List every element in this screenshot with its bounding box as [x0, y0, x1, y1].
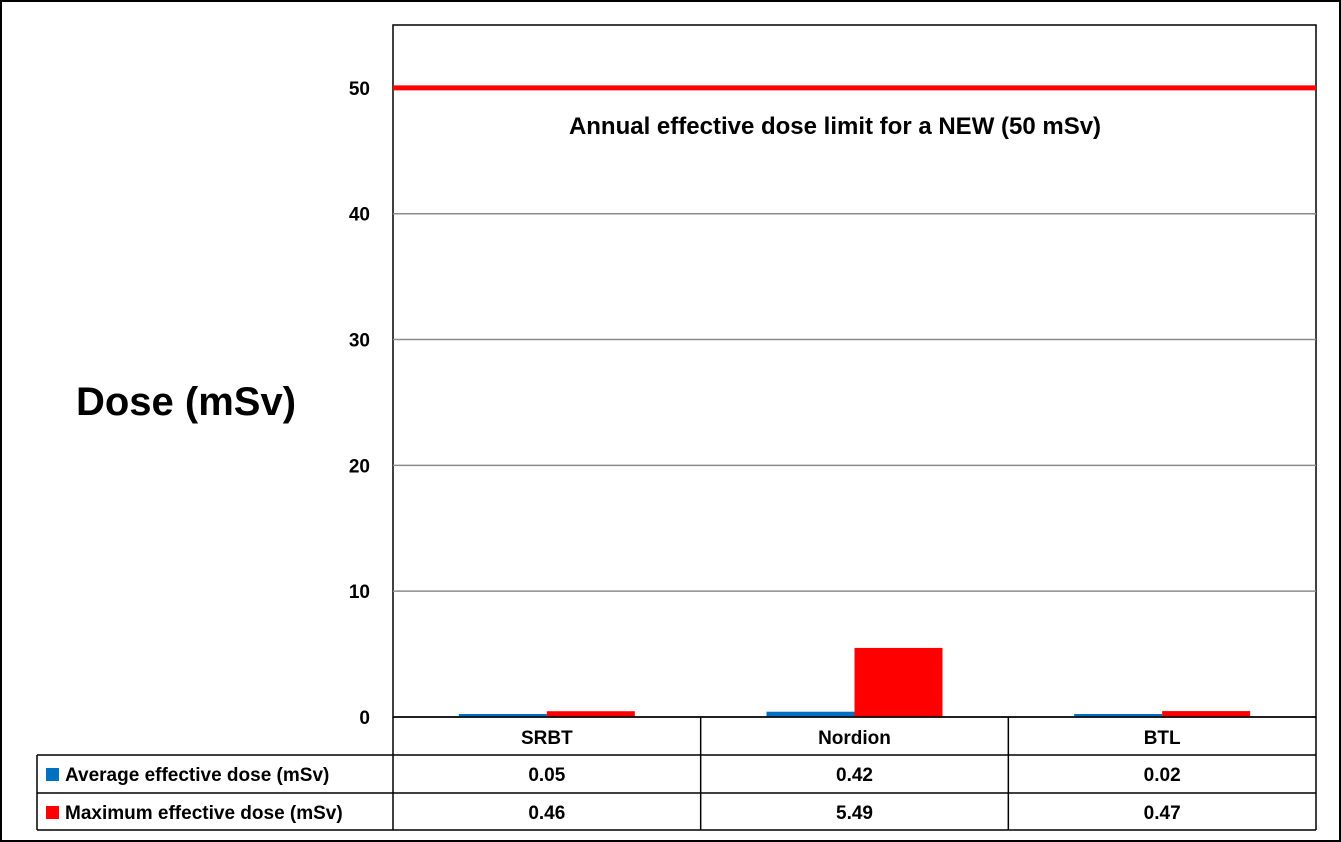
y-tick-label: 10 [349, 582, 370, 603]
data-table: SRBT Nordion BTL Average effective dose (mS… [36, 717, 1317, 831]
legend-label: Average effective dose (mSv) [65, 765, 329, 786]
x-tick-label: BTL [1144, 728, 1181, 749]
reference-line-label: Annual effective dose limit for a NEW (5… [569, 113, 1101, 140]
data-label: 0.02 [1144, 765, 1181, 786]
y-tick-label: 40 [349, 205, 370, 226]
reference-line-group: Annual effective dose limit for a NEW (5… [393, 85, 1316, 140]
legend-label: Maximum effective dose (mSv) [65, 803, 343, 824]
bar-maximum-srbt [546, 711, 635, 717]
data-label: 0.46 [528, 803, 565, 824]
bars [393, 647, 1316, 718]
y-tick-label: 20 [349, 456, 370, 477]
x-tick-label: SRBT [521, 728, 573, 749]
bar-average-srbt [458, 714, 547, 717]
bar-average-nordion [766, 711, 855, 717]
plot-area [392, 24, 1317, 718]
legend-swatch [46, 806, 59, 819]
bar-average-btl [1074, 714, 1163, 717]
bar-maximum-nordion [854, 647, 943, 717]
data-label: 0.05 [528, 765, 565, 786]
data-label: 0.42 [836, 765, 873, 786]
bar-maximum-btl [1162, 711, 1251, 717]
legend-swatch [46, 768, 59, 781]
y-tick-label: 30 [349, 331, 370, 352]
data-label: 0.47 [1144, 803, 1181, 824]
y-tick-label: 50 [349, 79, 370, 100]
y-tick-label: 0 [359, 708, 370, 729]
y-axis-label: Dose (mSv) [76, 380, 296, 424]
y-axis-ticks: 0 10 20 30 40 50 [349, 79, 370, 729]
x-tick-label: Nordion [818, 728, 891, 749]
data-label: 5.49 [836, 803, 873, 824]
